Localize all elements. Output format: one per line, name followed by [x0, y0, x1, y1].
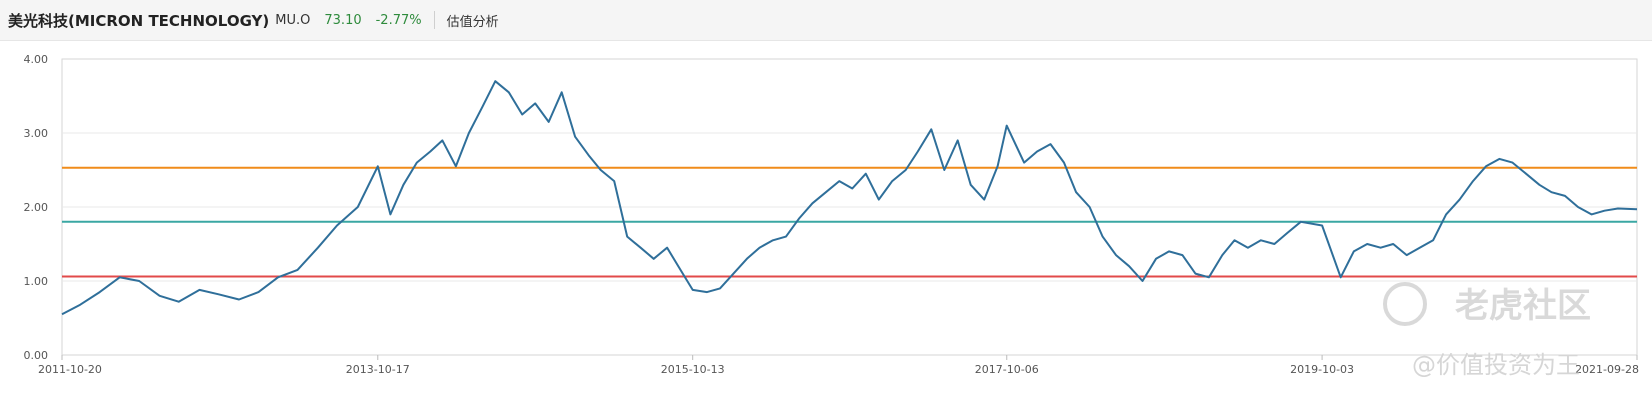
series-line: [61, 80, 1638, 316]
last-price: 73.10: [324, 12, 362, 28]
y-tick-label: 1.00: [24, 275, 49, 288]
valuation-line-chart: 0.00 1.00 2.00 3.00 4.00 2011-10-20 2013-10-1…: [24, 53, 1640, 379]
watermark-handle: @价值投资为王: [1412, 351, 1580, 379]
watermark-logo-icon: [1383, 282, 1427, 326]
y-axis: 0.00 1.00 2.00 3.00 4.00: [24, 53, 49, 362]
y-tick-label: 3.00: [24, 127, 49, 140]
y-tick-label: 2.00: [24, 201, 49, 214]
price-change: -2.77%: [375, 12, 422, 28]
x-tick-label: 2011-10-20: [38, 363, 102, 376]
x-axis: 2011-10-20 2013-10-17 2015-10-13 2017-10-06…: [38, 355, 1639, 376]
x-tick-label: 2015-10-13: [661, 363, 725, 376]
y-tick-label: 0.00: [24, 349, 49, 362]
y-tick-label: 4.00: [24, 53, 49, 66]
grid-lines: [62, 132, 1637, 282]
x-tick-label: 2021-09-28: [1575, 363, 1639, 376]
watermark-brand: 老虎社区: [1455, 286, 1591, 326]
stock-title: 美光科技(MICRON TECHNOLOGY): [8, 11, 270, 30]
x-tick-label: 2017-10-06: [975, 363, 1039, 376]
x-tick-label: 2019-10-03: [1290, 363, 1354, 376]
header-divider: [433, 11, 435, 29]
quote-header: 美光科技(MICRON TECHNOLOGY) MU.O 73.10 -2.77…: [0, 0, 1652, 41]
watermark: 老虎社区 @价值投资为王: [1383, 282, 1591, 379]
x-tick-label: 2013-10-17: [346, 363, 410, 376]
valuation-analysis-tab[interactable]: 估值分析: [446, 14, 499, 30]
series-layer: [61, 80, 1638, 316]
reference-lines: [62, 166, 1637, 278]
ticker-symbol: MU.O: [275, 12, 311, 28]
